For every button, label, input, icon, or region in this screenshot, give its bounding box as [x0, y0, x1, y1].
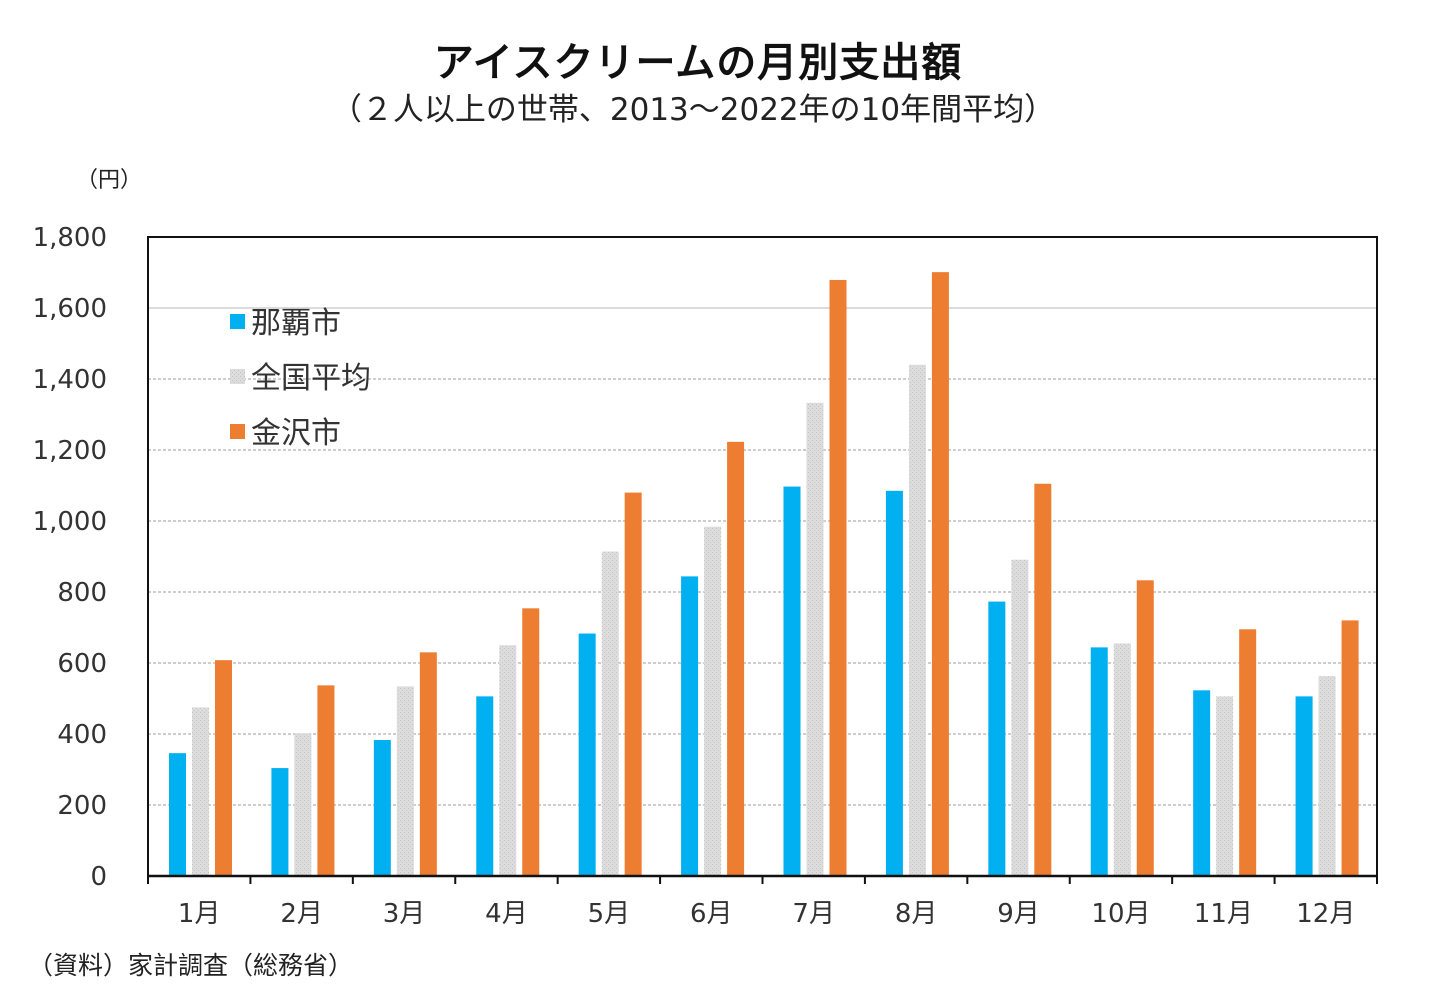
bar-那覇市-5月 — [578, 633, 596, 876]
axes — [147, 236, 1378, 884]
bar-那覇市-6月 — [681, 576, 699, 876]
y-tick-label: 1,600 — [33, 294, 107, 324]
bar-全国平均-7月 — [806, 402, 824, 876]
bar-那覇市-2月 — [271, 768, 289, 876]
legend-label: 金沢市 — [251, 416, 341, 451]
bar-金沢市-12月 — [1341, 620, 1359, 876]
bar-全国平均-1月 — [192, 707, 209, 876]
y-tick-label: 200 — [57, 791, 107, 821]
bar-金沢市-10月 — [1136, 580, 1154, 876]
y-axis-unit-label: （円） — [76, 168, 143, 193]
chart-title: アイスクリームの月別支出額 — [433, 40, 963, 86]
bar-金沢市-7月 — [829, 279, 847, 877]
legend-label: 全国平均 — [251, 361, 371, 396]
y-tick-label: 400 — [57, 720, 107, 750]
bar-全国平均-9月 — [1011, 559, 1029, 876]
bar-那覇市-11月 — [1193, 690, 1211, 876]
y-tick-label: 1,000 — [33, 507, 107, 537]
bar-金沢市-2月 — [317, 685, 335, 876]
y-tick-label: 800 — [57, 578, 107, 608]
bar-金沢市-1月 — [215, 660, 232, 876]
bar-金沢市-4月 — [522, 608, 540, 876]
bar-全国平均-11月 — [1216, 696, 1234, 876]
y-tick-label: 600 — [57, 649, 107, 679]
bar-全国平均-2月 — [294, 733, 312, 876]
y-tick-label: 1,800 — [33, 223, 107, 253]
y-tick-label: 1,200 — [33, 436, 107, 466]
x-tick-label: 4月 — [485, 899, 528, 929]
legend-swatch — [230, 314, 245, 329]
source-note: （資料）家計調査（総務省） — [28, 951, 354, 980]
x-tick-label: 8月 — [895, 899, 938, 929]
x-tick-label: 11月 — [1194, 899, 1253, 929]
x-tick-label: 3月 — [383, 899, 426, 929]
bar-那覇市-4月 — [476, 696, 494, 876]
x-tick-label: 6月 — [690, 899, 733, 929]
bar-全国平均-3月 — [396, 686, 414, 876]
chart-subtitle: （２人以上の世帯、2013～2022年の10年間平均） — [330, 92, 1056, 128]
x-tick-label: 9月 — [997, 899, 1040, 929]
y-tick-label: 0 — [90, 862, 107, 892]
y-tick-label: 1,400 — [33, 365, 107, 395]
bar-全国平均-12月 — [1318, 676, 1336, 876]
bar-全国平均-5月 — [601, 551, 619, 876]
legend-label: 那覇市 — [251, 306, 341, 341]
bar-那覇市-9月 — [988, 601, 1006, 876]
x-tick-label: 10月 — [1091, 899, 1150, 929]
bar-金沢市-8月 — [931, 272, 949, 876]
bar-那覇市-12月 — [1295, 696, 1313, 876]
x-tick-label: 7月 — [792, 899, 835, 929]
y-axis-ticks: 0 200 400 600 800 1,000 1,200 1,400 1,600 1,800 — [33, 223, 107, 892]
legend-swatch — [230, 424, 245, 439]
bars — [169, 272, 1359, 877]
x-tick-label: 1月 — [178, 899, 221, 929]
gridlines — [148, 307, 1377, 806]
bar-那覇市-8月 — [885, 490, 903, 876]
x-tick-label: 2月 — [280, 899, 323, 929]
bar-金沢市-6月 — [727, 441, 745, 876]
bar-金沢市-11月 — [1239, 629, 1257, 876]
bar-金沢市-9月 — [1034, 483, 1052, 876]
bar-那覇市-1月 — [169, 753, 186, 876]
x-axis-ticks: 1月 2月 3月 4月 5月 6月 7月 8月 9月 10月 11月 12月 — [178, 899, 1355, 929]
legend-swatch — [230, 369, 245, 384]
bar-那覇市-7月 — [783, 486, 801, 876]
x-tick-label: 12月 — [1296, 899, 1355, 929]
bar-金沢市-3月 — [419, 652, 437, 876]
bar-全国平均-4月 — [499, 645, 517, 876]
bar-全国平均-8月 — [908, 364, 926, 876]
bar-全国平均-10月 — [1113, 643, 1131, 876]
bar-金沢市-5月 — [624, 492, 642, 876]
x-tick-label: 5月 — [588, 899, 631, 929]
bar-那覇市-3月 — [373, 740, 391, 876]
bar-那覇市-10月 — [1090, 647, 1108, 876]
bar-全国平均-6月 — [704, 526, 722, 876]
